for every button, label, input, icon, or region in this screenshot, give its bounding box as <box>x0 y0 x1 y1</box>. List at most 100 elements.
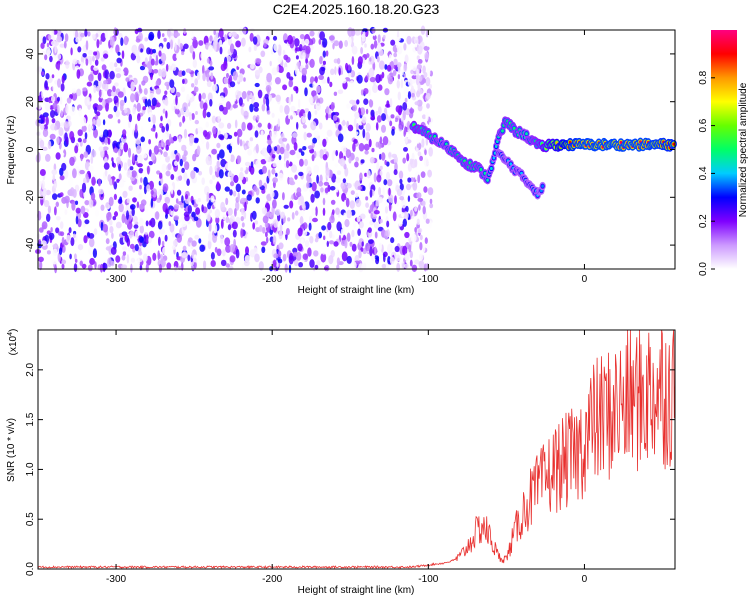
noise-blob <box>82 53 87 58</box>
noise-blob <box>125 204 131 214</box>
noise-blob <box>288 255 294 265</box>
noise-blob <box>334 66 337 76</box>
noise-blob <box>122 246 128 251</box>
noise-blob <box>187 254 191 262</box>
noise-blob <box>367 227 372 234</box>
noise-blob <box>230 181 235 187</box>
noise-blob <box>426 103 430 109</box>
colorbar-tick-label: 0.0 <box>698 262 709 276</box>
noise-blob <box>265 231 268 238</box>
noise-blob <box>212 126 217 135</box>
noise-blob <box>129 243 135 250</box>
noise-blob <box>100 204 105 211</box>
noise-blob <box>414 101 420 106</box>
noise-blob <box>146 61 152 69</box>
noise-blob <box>108 196 114 207</box>
noise-blob <box>398 121 404 130</box>
noise-blob <box>247 122 253 131</box>
noise-blob <box>427 169 432 178</box>
noise-blob <box>299 216 304 225</box>
noise-blob <box>399 196 405 201</box>
noise-blob <box>368 138 372 148</box>
noise-blob <box>275 172 278 177</box>
spectrogram-x-tick-label: -100 <box>418 274 438 285</box>
noise-blob <box>65 136 69 145</box>
noise-blob <box>272 199 277 209</box>
noise-blob <box>308 222 312 231</box>
noise-blob <box>45 153 51 162</box>
noise-blob <box>143 176 148 187</box>
noise-blob <box>165 110 168 119</box>
noise-blob <box>400 68 404 76</box>
noise-blob <box>74 30 79 39</box>
noise-blob <box>89 57 92 66</box>
noise-blob <box>109 178 113 186</box>
noise-blob <box>387 256 391 265</box>
noise-blob <box>150 189 154 196</box>
noise-blob <box>216 142 221 149</box>
noise-blob <box>171 102 175 112</box>
noise-blob <box>412 65 417 72</box>
noise-blob <box>313 95 319 100</box>
noise-blob <box>159 228 166 235</box>
noise-blob <box>327 76 330 84</box>
noise-blob <box>148 230 155 239</box>
noise-blob <box>136 102 141 113</box>
noise-blob <box>264 221 269 228</box>
noise-blob <box>260 241 267 246</box>
noise-blob <box>287 34 293 45</box>
noise-blob <box>228 170 232 177</box>
noise-blob <box>344 132 349 138</box>
noise-blob <box>365 202 369 208</box>
noise-blob <box>373 172 377 183</box>
noise-blob <box>428 147 434 157</box>
noise-blob <box>41 180 46 190</box>
noise-blob <box>257 89 263 99</box>
noise-blob <box>354 111 360 119</box>
noise-blob <box>103 162 110 170</box>
noise-blob <box>146 250 150 256</box>
noise-blob <box>96 111 101 117</box>
noise-blob <box>411 152 415 161</box>
noise-blob <box>429 203 434 209</box>
noise-blob <box>51 169 58 175</box>
noise-blob <box>410 233 417 243</box>
noise-blob <box>349 99 355 105</box>
noise-blob <box>347 27 354 37</box>
noise-blob <box>57 104 60 115</box>
noise-blob <box>47 140 52 150</box>
noise-blob <box>138 168 144 174</box>
noise-blob <box>66 97 72 104</box>
noise-blob <box>352 105 357 112</box>
noise-blob <box>82 138 87 144</box>
noise-blob <box>417 35 421 45</box>
noise-blob <box>273 253 279 259</box>
snr-x-tick-label: 0 <box>582 574 588 585</box>
noise-blob <box>114 82 119 87</box>
noise-blob <box>146 47 151 55</box>
noise-blob <box>368 239 374 245</box>
noise-blob <box>260 159 267 165</box>
noise-blob <box>172 63 177 71</box>
noise-blob <box>51 259 57 265</box>
noise-blob <box>286 143 290 152</box>
noise-blob <box>124 108 128 114</box>
noise-blob <box>266 110 271 115</box>
noise-blob <box>425 92 431 100</box>
noise-blob <box>333 241 339 247</box>
noise-blob <box>220 63 227 72</box>
noise-blob <box>124 96 127 103</box>
noise-blob <box>109 219 113 226</box>
noise-blob <box>241 37 246 47</box>
noise-blob <box>365 196 369 201</box>
noise-blob <box>244 145 247 150</box>
noise-blob <box>309 58 315 68</box>
noise-blob <box>182 102 188 112</box>
noise-blob <box>311 154 315 162</box>
noise-blob <box>90 192 96 201</box>
noise-blob <box>88 74 94 82</box>
noise-blob <box>376 161 380 171</box>
noise-blob <box>53 163 57 171</box>
noise-blob <box>37 119 44 124</box>
noise-blob <box>64 33 69 42</box>
